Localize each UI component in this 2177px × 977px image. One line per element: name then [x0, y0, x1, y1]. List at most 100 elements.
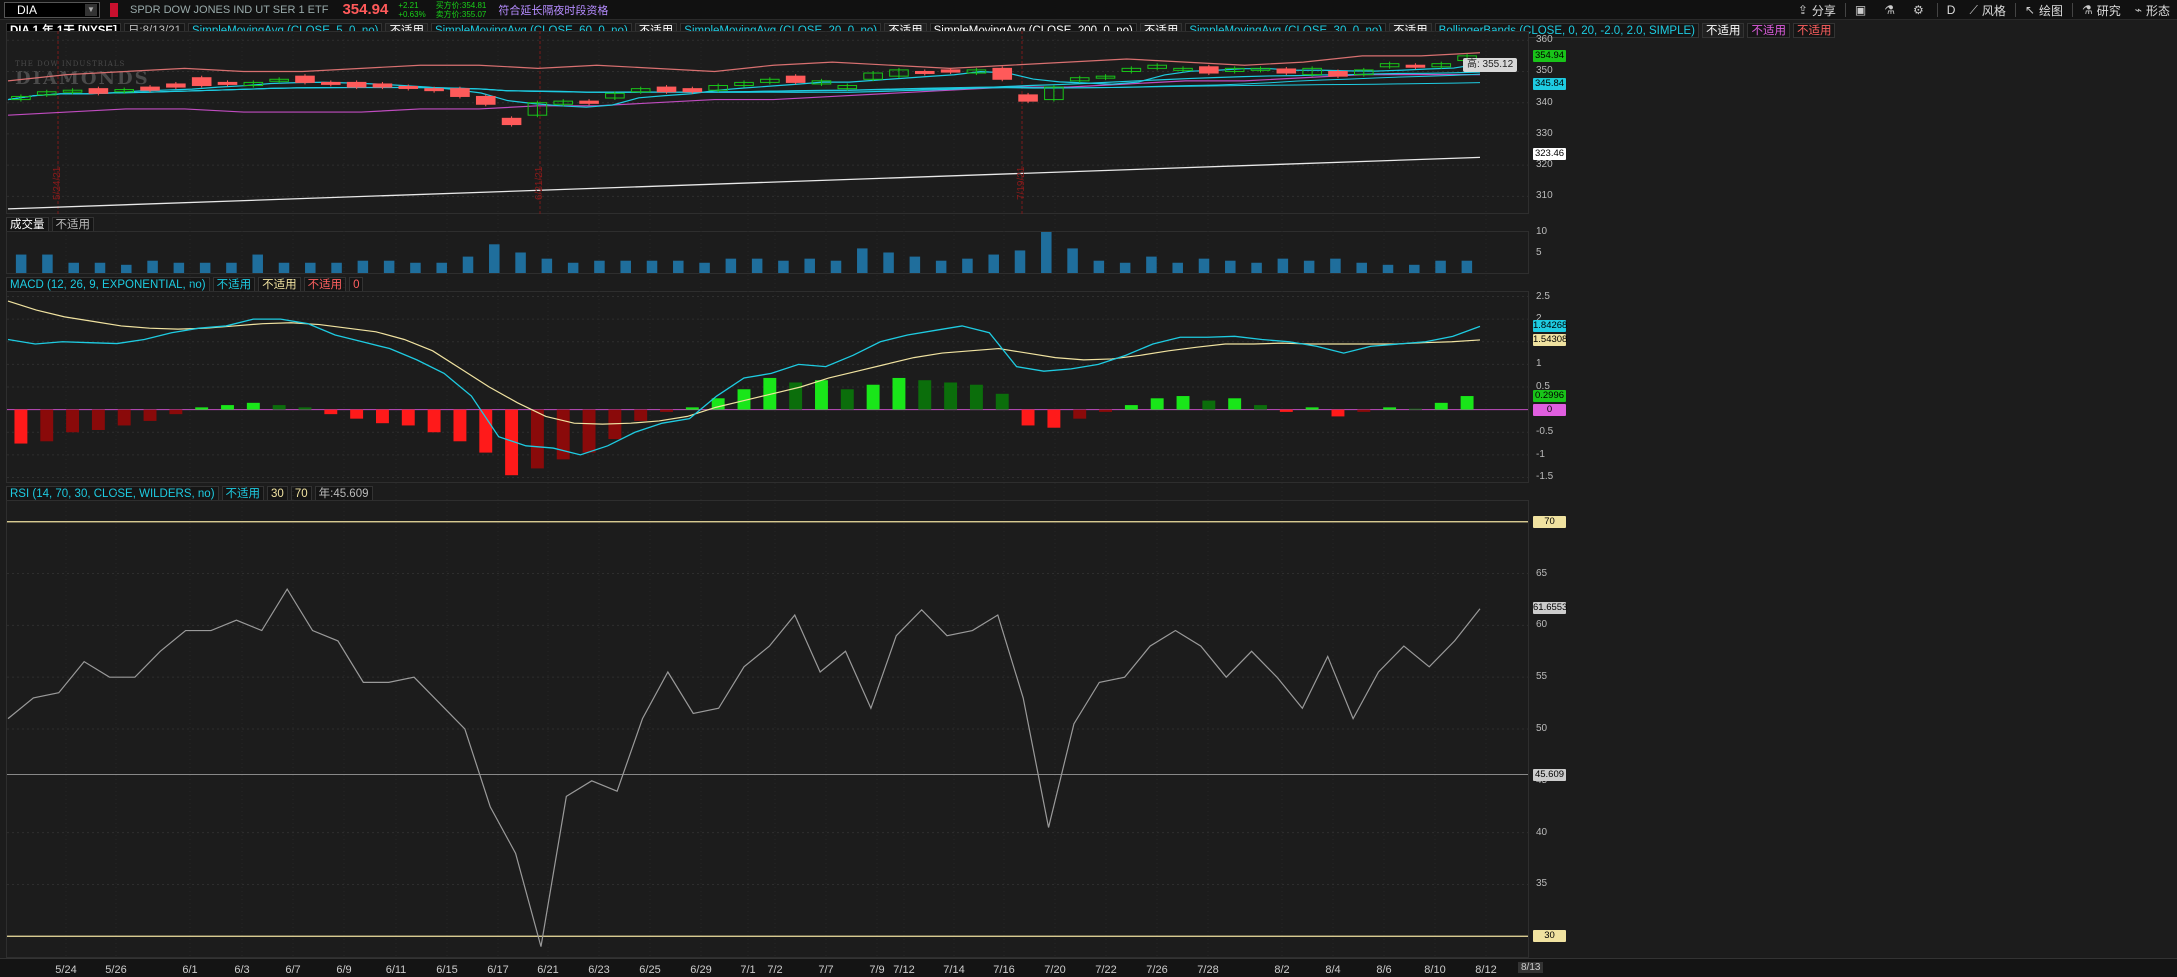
candle-body — [62, 89, 83, 93]
macd-histogram-bar — [1383, 407, 1397, 410]
volume-bar — [94, 262, 106, 273]
chevron-down-icon[interactable]: ▼ — [85, 3, 97, 16]
settings-button[interactable]: ⚙ — [1913, 3, 1928, 17]
timeframe-label: D — [1946, 3, 1956, 17]
macd-histogram-bar — [1047, 409, 1061, 428]
date-tick-label: 8/12 — [1475, 964, 1497, 976]
macd-value-tag: 0 — [1533, 403, 1566, 416]
price-pane[interactable] — [6, 31, 1529, 214]
change-abs: +2.21 — [398, 0, 419, 10]
time-axis[interactable] — [0, 958, 2177, 977]
candle-body — [424, 88, 444, 92]
volume-bar — [305, 262, 316, 273]
rsi-tick-label: 50 — [1536, 723, 1548, 734]
macd-histogram-bar — [169, 409, 183, 415]
date-tick-label: 7/14 — [943, 964, 965, 976]
toolbar-right: ⇪ 分享 ▣ ⚗ ⚙ D ⟋ 风格 ↖ 绘图 ⚗ 研究 ⌁ 形态 — [1791, 0, 2177, 20]
macd-histogram-bar — [91, 409, 105, 430]
rsi-tick-label: 60 — [1536, 619, 1548, 631]
date-tick-label: 8/6 — [1376, 964, 1392, 976]
date-tick-label: 8/10 — [1424, 964, 1446, 976]
macd-value[interactable]: 不适用 — [303, 276, 347, 292]
volume-bar — [620, 260, 631, 273]
bid-ask-block: 买方价:354.81 卖方价:355.07 — [436, 1, 487, 19]
study-value[interactable]: 不适用 — [1701, 22, 1745, 38]
timeframe-box[interactable]: 8/13 — [1518, 962, 1544, 973]
patterns-button[interactable]: ⌁ 形态 — [2135, 2, 2170, 19]
macd-histogram-bar — [815, 380, 828, 410]
macd-histogram-bar — [479, 409, 493, 453]
flask-button[interactable]: ⚗ — [1884, 3, 1899, 17]
top-toolbar: DIA ▼ SPDR DOW JONES IND UT SER 1 ETF 35… — [0, 0, 2177, 20]
style-icon: ⟋ — [1969, 2, 1978, 17]
macd-histogram-bar — [866, 384, 880, 410]
macd-title[interactable]: MACD (12, 26, 9, EXPONENTIAL, no) — [6, 276, 210, 292]
price-value-tag: 354.94 — [1533, 50, 1566, 63]
link-color-square[interactable] — [110, 2, 118, 17]
candle-body — [1018, 94, 1038, 102]
price-tick-label: 360 — [1536, 34, 1553, 46]
layout-button[interactable]: ▣ — [1855, 3, 1870, 17]
volume-bar — [883, 252, 894, 273]
volume-title[interactable]: 成交量 — [6, 216, 49, 232]
volume-bar — [1251, 262, 1262, 273]
volume-bar — [515, 252, 526, 273]
extended-hours-note: 符合延长隔夜时段资格 — [498, 4, 609, 17]
volume-bar — [1356, 262, 1367, 273]
symbol-text: DIA — [17, 2, 38, 17]
share-button[interactable]: ⇪ 分享 — [1798, 2, 1836, 19]
macd-histogram-bar — [608, 409, 622, 440]
price-tick-label: 310 — [1536, 190, 1553, 202]
volume-bar — [462, 256, 474, 273]
date-tick-label: 6/15 — [436, 964, 458, 976]
candle-body — [914, 70, 935, 74]
date-tick-label: 7/12 — [893, 964, 915, 976]
volume-bar — [567, 262, 579, 273]
study-value[interactable]: 不适用 — [1747, 22, 1790, 38]
rsi-line — [7, 587, 1481, 947]
candle-body — [217, 81, 238, 85]
volume-bar — [15, 254, 27, 273]
candle-body — [682, 88, 703, 93]
rsi-study-header: RSI (14, 70, 30, CLOSE, WILDERS, no) 不适用… — [6, 485, 376, 501]
rsi-tick-label: 35 — [1536, 878, 1548, 890]
date-tick-label: 6/25 — [639, 964, 661, 976]
candle-body — [1405, 64, 1426, 68]
macd-histogram-bar — [246, 402, 260, 410]
candle-body — [1121, 67, 1142, 72]
volume-bar — [331, 262, 342, 273]
candle-body — [630, 88, 651, 93]
drawing-button[interactable]: ↖ 绘图 — [2025, 2, 2063, 19]
macd-histogram-bar — [350, 409, 364, 419]
study-value[interactable]: 不适用 — [1792, 22, 1836, 38]
candle-body — [527, 102, 548, 116]
candle-body — [1431, 63, 1452, 68]
macd-tick-label: 2 — [1536, 313, 1542, 325]
volume-bar — [1067, 248, 1078, 273]
logo-line2: DIAMONDS — [15, 68, 150, 89]
bollinger-lower-line — [7, 73, 1480, 116]
volume-bar — [383, 260, 395, 273]
volume-bar — [1198, 258, 1210, 273]
candle-body — [811, 80, 832, 85]
studies-button[interactable]: ⚗ 研究 — [2082, 2, 2121, 19]
macd-tick-label: -1 — [1536, 448, 1545, 460]
date-tick-label: 7/28 — [1197, 964, 1219, 976]
rsi-value-tag: 30 — [1533, 930, 1566, 943]
macd-histogram-bar — [1202, 400, 1216, 410]
volume-bar — [1014, 250, 1026, 273]
date-tick-label: 7/20 — [1044, 964, 1066, 976]
macd-histogram-bar — [1460, 396, 1474, 410]
macd-histogram-bar — [1099, 409, 1112, 412]
timeframe-button[interactable]: D — [1947, 3, 1956, 17]
symbol-input[interactable]: DIA ▼ — [4, 1, 100, 18]
style-button[interactable]: ⟋ 风格 — [1969, 2, 2005, 19]
date-tick-label: 7/26 — [1146, 964, 1168, 976]
volume-bar — [804, 258, 815, 273]
price-tick-label: 340 — [1536, 96, 1553, 108]
macd-histogram-bar — [892, 377, 906, 410]
candle-body — [889, 69, 909, 77]
symbol-description: SPDR DOW JONES IND UT SER 1 ETF — [130, 3, 329, 16]
macd-histogram-bar — [221, 405, 234, 410]
share-icon: ⇪ — [1797, 3, 1808, 17]
